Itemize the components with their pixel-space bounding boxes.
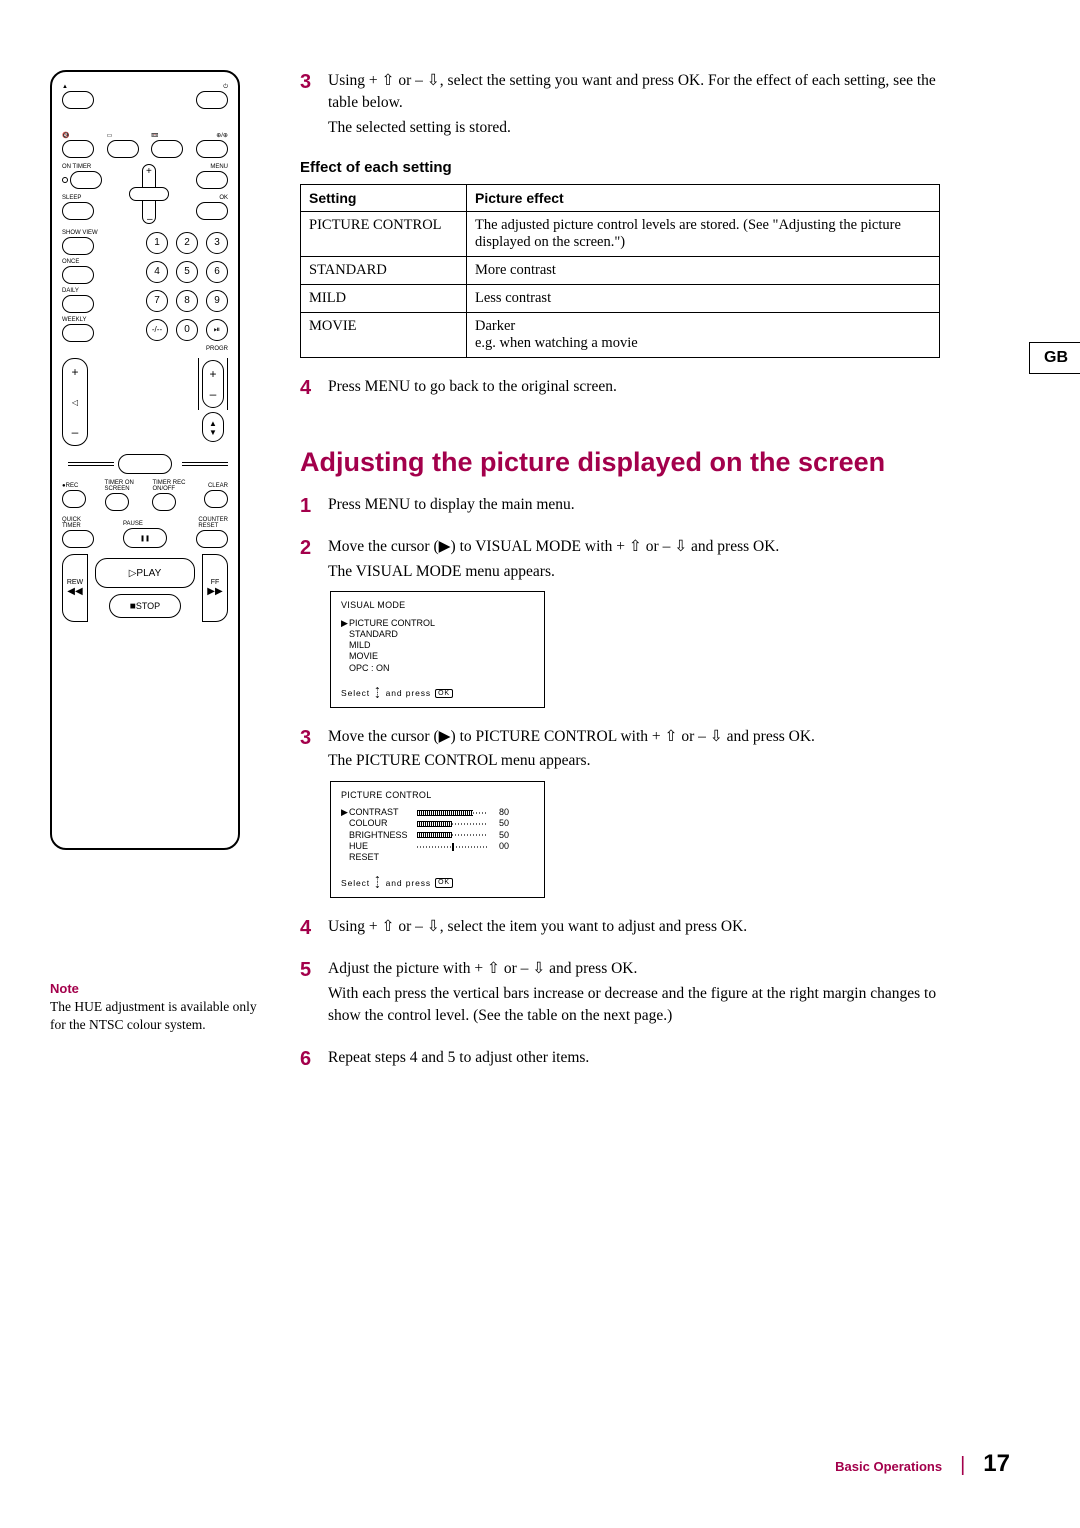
adj-step-3: 3 Move the cursor (▶) to PICTURE CONTROL… <box>300 726 940 898</box>
step-text: Adjust the picture with + ⇧ or – ⇩ and p… <box>328 958 940 980</box>
play-button: ▷ PLAY <box>95 558 195 588</box>
step-text: Move the cursor (▶) to VISUAL MODE with … <box>328 536 940 558</box>
note-body: The HUE adjustment is available only for… <box>50 998 270 1034</box>
table-header: Setting <box>301 185 467 212</box>
step-text: The VISUAL MODE menu appears. <box>328 561 940 583</box>
adj-step-5: 5 Adjust the picture with + ⇧ or – ⇩ and… <box>300 958 940 1029</box>
section-title: Adjusting the picture displayed on the s… <box>300 447 940 478</box>
step-text: Press MENU to display the main menu. <box>328 494 940 516</box>
step-text: The PICTURE CONTROL menu appears. <box>328 750 940 772</box>
note-block: Note The HUE adjustment is available onl… <box>50 980 270 1034</box>
step-text: Using + ⇧ or – ⇩, select the setting you… <box>328 70 940 115</box>
step-text: With each press the vertical bars increa… <box>328 983 940 1028</box>
on-timer-label: ON TIMER <box>62 164 91 170</box>
step-text: Using + ⇧ or – ⇩, select the item you wa… <box>328 916 940 938</box>
navigation-pad: +– <box>129 164 169 224</box>
left-column: ▲ ⏻ 🔇 ▭ 📼 ⊕/⊕ ON TIMER SLEEP +– <box>50 70 270 1090</box>
osd-item: ▶PICTURE CONTROL <box>341 618 534 629</box>
footer-separator: | <box>960 1454 965 1477</box>
stop-button: ■ STOP <box>109 594 181 618</box>
table-row: MILDLess contrast <box>301 285 940 313</box>
footer-category: Basic Operations <box>835 1459 942 1474</box>
settings-table: Setting Picture effect PICTURE CONTROLTh… <box>300 184 940 358</box>
main-content: 3 Using + ⇧ or – ⇩, select the setting y… <box>300 70 1030 1090</box>
adj-step-2: 2 Move the cursor (▶) to VISUAL MODE wit… <box>300 536 940 708</box>
osd-item: MOVIE <box>341 651 534 662</box>
step-4-top: 4 Press MENU to go back to the original … <box>300 376 940 400</box>
table-row: STANDARDMore contrast <box>301 257 940 285</box>
osd-footer: Select ⇡⇣ and press OK <box>341 688 534 699</box>
rewind-button: REW◀◀ <box>62 554 88 622</box>
step-number: 4 <box>300 376 318 400</box>
osd-item: HUE00 <box>341 841 534 852</box>
osd-item: STANDARD <box>341 629 534 640</box>
table-header: Picture effect <box>467 185 940 212</box>
page-number: 17 <box>983 1450 1010 1478</box>
page-footer: Basic Operations | 17 <box>835 1450 1010 1478</box>
osd-title: PICTURE CONTROL <box>341 790 534 801</box>
osd-item: RESET <box>341 852 534 863</box>
step-number: 3 <box>300 70 318 94</box>
osd-footer: Select ⇡⇣ and press OK <box>341 877 534 888</box>
step-text: Repeat steps 4 and 5 to adjust other ite… <box>328 1047 940 1069</box>
step-number: 1 <box>300 494 318 518</box>
step-number: 3 <box>300 726 318 750</box>
table-heading: Effect of each setting <box>300 159 940 176</box>
step-number: 2 <box>300 536 318 560</box>
step-text: Press MENU to go back to the original sc… <box>328 376 940 398</box>
osd-item: MILD <box>341 640 534 651</box>
ff-button: FF▶▶ <box>202 554 228 622</box>
menu-label: MENU <box>210 164 228 170</box>
note-title: Note <box>50 980 270 998</box>
osd-visual-mode: VISUAL MODE ▶PICTURE CONTROLSTANDARDMILD… <box>330 591 545 708</box>
step-number: 5 <box>300 958 318 982</box>
sleep-label: SLEEP <box>62 195 81 201</box>
page: ▲ ⏻ 🔇 ▭ 📼 ⊕/⊕ ON TIMER SLEEP +– <box>50 70 1030 1090</box>
step-number: 6 <box>300 1047 318 1071</box>
step-text: The selected setting is stored. <box>328 117 940 139</box>
adj-step-6: 6 Repeat steps 4 and 5 to adjust other i… <box>300 1047 940 1071</box>
osd-item: ▶CONTRAST80 <box>341 807 534 818</box>
ok-label: OK <box>219 195 228 201</box>
osd-item: COLOUR50 <box>341 818 534 829</box>
adj-step-1: 1 Press MENU to display the main menu. <box>300 494 940 518</box>
table-row: PICTURE CONTROLThe adjusted picture cont… <box>301 212 940 257</box>
step-text: Move the cursor (▶) to PICTURE CONTROL w… <box>328 726 940 748</box>
remote-control-illustration: ▲ ⏻ 🔇 ▭ 📼 ⊕/⊕ ON TIMER SLEEP +– <box>50 70 240 850</box>
osd-item: OPC : ON <box>341 663 534 674</box>
volume-rocker: +◁– <box>62 358 88 446</box>
osd-item: BRIGHTNESS50 <box>341 830 534 841</box>
language-tab: GB <box>1029 342 1080 374</box>
step-3-top: 3 Using + ⇧ or – ⇩, select the setting y… <box>300 70 940 141</box>
step-number: 4 <box>300 916 318 940</box>
osd-picture-control: PICTURE CONTROL ▶CONTRAST80COLOUR50BRIGH… <box>330 781 545 898</box>
osd-title: VISUAL MODE <box>341 600 534 611</box>
table-row: MOVIEDarker e.g. when watching a movie <box>301 313 940 358</box>
adj-step-4: 4 Using + ⇧ or – ⇩, select the item you … <box>300 916 940 940</box>
